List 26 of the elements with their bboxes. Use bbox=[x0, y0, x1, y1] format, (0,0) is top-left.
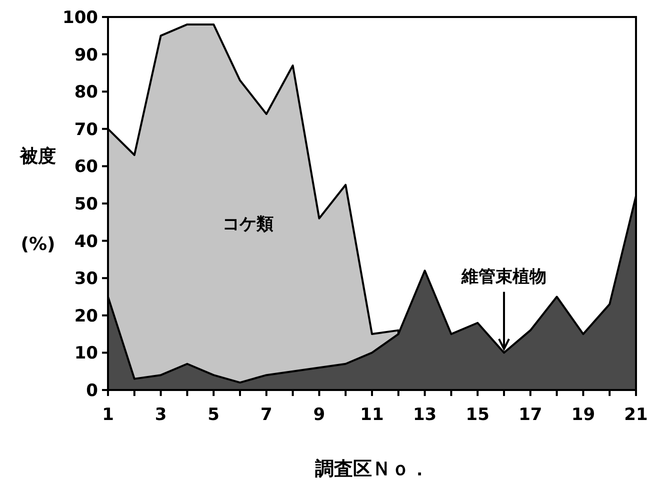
x-tick-label: 7 bbox=[260, 405, 272, 425]
x-tick-label: 5 bbox=[208, 405, 220, 425]
x-tick-label: 11 bbox=[360, 405, 384, 425]
x-tick-label: 15 bbox=[466, 405, 490, 425]
x-tick-label: 3 bbox=[154, 405, 167, 425]
x-tick-label: 9 bbox=[313, 405, 326, 425]
y-tick-label: 70 bbox=[74, 120, 98, 140]
x-tick-label: 1 bbox=[102, 405, 114, 425]
y-tick-label: 40 bbox=[74, 232, 98, 252]
x-tick-label: 17 bbox=[518, 405, 542, 425]
series-label: コケ類 bbox=[222, 214, 274, 235]
text: 被度 (%) bbox=[20, 146, 56, 255]
y-tick-label: 80 bbox=[74, 82, 98, 103]
x-tick-label: 21 bbox=[624, 405, 648, 425]
y-tick-label: 20 bbox=[74, 306, 98, 326]
y-tick-label: 50 bbox=[74, 194, 98, 214]
x-tick-label: 13 bbox=[412, 405, 437, 425]
series-label: 維管束植物 bbox=[460, 266, 546, 287]
y-tick-label: 30 bbox=[74, 269, 98, 290]
y-tick-label: 100 bbox=[62, 8, 98, 28]
y-tick-label: 10 bbox=[74, 344, 98, 364]
y-tick-label: 0 bbox=[86, 381, 98, 401]
x-axis-title: 調査区Ｎｏ． bbox=[315, 458, 429, 480]
y-tick-label: 90 bbox=[74, 45, 98, 66]
x-tick-label: 19 bbox=[571, 405, 596, 425]
y-tick-label: 60 bbox=[74, 157, 98, 178]
